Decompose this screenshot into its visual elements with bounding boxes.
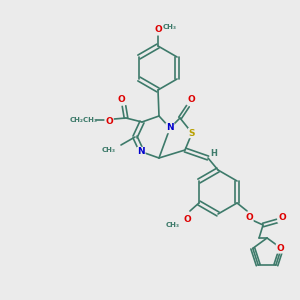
Text: CH₃: CH₃ <box>166 222 180 228</box>
Text: O: O <box>276 244 284 253</box>
Text: O: O <box>187 95 195 104</box>
Text: N: N <box>166 124 174 133</box>
Text: O: O <box>278 214 286 223</box>
Text: N: N <box>137 148 145 157</box>
Text: O: O <box>183 214 191 224</box>
Text: CH₃: CH₃ <box>163 24 177 30</box>
Text: O: O <box>105 116 113 125</box>
Text: O: O <box>245 212 253 221</box>
Text: CH₃: CH₃ <box>102 147 116 153</box>
Text: CH₂CH₃: CH₂CH₃ <box>70 117 98 123</box>
Text: O: O <box>154 26 162 34</box>
Text: S: S <box>189 128 195 137</box>
Text: O: O <box>117 95 125 104</box>
Text: H: H <box>211 148 218 158</box>
